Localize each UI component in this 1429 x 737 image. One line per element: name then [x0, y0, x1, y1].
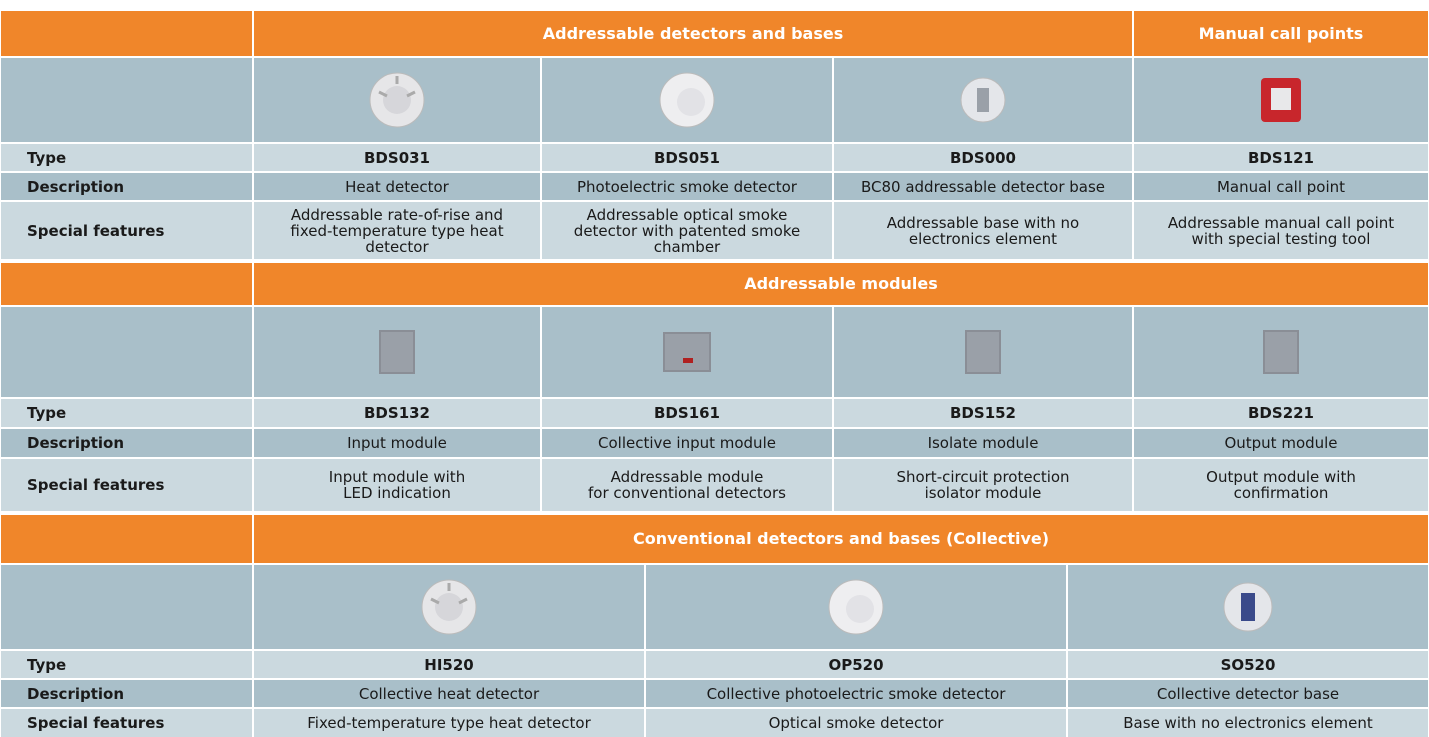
image-blank	[1, 58, 252, 142]
product-icon	[1263, 330, 1299, 374]
row-label: Special features	[1, 202, 252, 259]
image-blank	[1, 307, 252, 397]
type-cell: HI520	[254, 651, 644, 678]
description-cell: Collective heat detector	[254, 680, 644, 707]
type-cell: BDS152	[834, 399, 1132, 427]
product-icon	[960, 77, 1006, 123]
type-cell: BDS051	[542, 144, 832, 171]
features-cell: Addressable rate-of-rise and fixed-tempe…	[254, 202, 540, 259]
description-cell: Output module	[1134, 429, 1428, 457]
description-cell: Collective input module	[542, 429, 832, 457]
row-label: Special features	[1, 459, 252, 511]
product-icon	[421, 579, 477, 635]
features-cell: Input module with LED indication	[254, 459, 540, 511]
features-cell: Output module with confirmation	[1134, 459, 1428, 511]
features-cell: Addressable base with no electronics ele…	[834, 202, 1132, 259]
description-cell: Collective photoelectric smoke detector	[646, 680, 1066, 707]
features-cell: Addressable module for conventional dete…	[542, 459, 832, 511]
product-icon	[1223, 582, 1273, 632]
section-header: Manual call points	[1134, 11, 1428, 56]
type-cell: BDS031	[254, 144, 540, 171]
features-cell: Fixed-temperature type heat detector	[254, 709, 644, 737]
row-label: Description	[1, 680, 252, 707]
section-header: Addressable detectors and bases	[254, 11, 1132, 56]
product-icon	[1261, 78, 1301, 122]
description-cell: BC80 addressable detector base	[834, 173, 1132, 200]
product-image	[834, 58, 1132, 142]
product-icon	[663, 332, 711, 372]
product-image	[542, 58, 832, 142]
type-cell: SO520	[1068, 651, 1428, 678]
row-label: Description	[1, 429, 252, 457]
product-image	[834, 307, 1132, 397]
row-label: Type	[1, 399, 252, 427]
section-header: Addressable modules	[254, 263, 1428, 305]
description-cell: Input module	[254, 429, 540, 457]
header-blank	[1, 515, 252, 563]
features-cell: Short-circuit protection isolator module	[834, 459, 1132, 511]
type-cell: BDS000	[834, 144, 1132, 171]
row-label: Description	[1, 173, 252, 200]
description-cell: Isolate module	[834, 429, 1132, 457]
product-icon	[965, 330, 1001, 374]
product-image	[542, 307, 832, 397]
type-cell: BDS221	[1134, 399, 1428, 427]
description-cell: Collective detector base	[1068, 680, 1428, 707]
section-header: Conventional detectors and bases (Collec…	[254, 515, 1428, 563]
features-cell: Addressable manual call point with speci…	[1134, 202, 1428, 259]
image-blank	[1, 565, 252, 649]
row-label: Type	[1, 651, 252, 678]
features-cell: Addressable optical smoke detector with …	[542, 202, 832, 259]
product-icon	[828, 579, 884, 635]
description-cell: Manual call point	[1134, 173, 1428, 200]
type-cell: BDS161	[542, 399, 832, 427]
row-label: Type	[1, 144, 252, 171]
product-icon	[379, 330, 415, 374]
product-image	[254, 565, 644, 649]
header-blank	[1, 263, 252, 305]
product-icon	[369, 72, 425, 128]
product-image	[254, 307, 540, 397]
description-cell: Photoelectric smoke detector	[542, 173, 832, 200]
product-image	[1134, 58, 1428, 142]
features-cell: Optical smoke detector	[646, 709, 1066, 737]
type-cell: BDS121	[1134, 144, 1428, 171]
product-icon	[659, 72, 715, 128]
product-image	[646, 565, 1066, 649]
product-image	[1134, 307, 1428, 397]
type-cell: OP520	[646, 651, 1066, 678]
type-cell: BDS132	[254, 399, 540, 427]
row-label: Special features	[1, 709, 252, 737]
product-image	[254, 58, 540, 142]
header-blank	[1, 11, 252, 56]
product-image	[1068, 565, 1428, 649]
description-cell: Heat detector	[254, 173, 540, 200]
features-cell: Base with no electronics element	[1068, 709, 1428, 737]
